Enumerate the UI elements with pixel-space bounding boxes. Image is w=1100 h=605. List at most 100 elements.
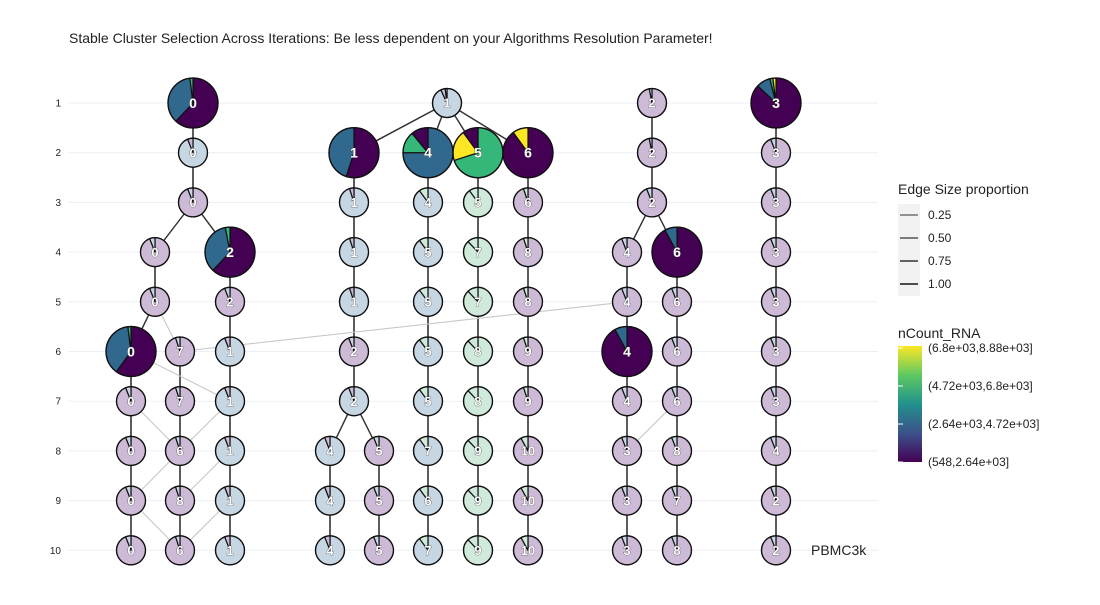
- cluster-node: 6: [164, 435, 196, 467]
- node-label: 2: [226, 294, 233, 309]
- cluster-node: 4: [314, 485, 346, 516]
- node-label: 9: [474, 444, 481, 459]
- node-outline: [177, 137, 209, 168]
- row-axis-labels: 1 2 3 4 5 6 7 8 9 10: [50, 99, 62, 557]
- node-outline: [363, 535, 395, 566]
- cluster-node: 5: [363, 535, 395, 566]
- node-outline: [512, 435, 544, 467]
- cluster-node: 6: [661, 386, 693, 417]
- cluster-node: 2: [214, 286, 246, 317]
- cluster-node: 1: [431, 87, 463, 119]
- cluster-node: 2: [338, 336, 370, 367]
- node-label: 3: [772, 95, 780, 111]
- node-outline: [412, 386, 444, 417]
- cluster-node: 3: [760, 187, 792, 218]
- node-label: 0: [127, 543, 134, 558]
- node-label: 4: [326, 493, 334, 508]
- cluster-node: 6: [512, 187, 544, 218]
- node-outline: [412, 435, 444, 467]
- node-label: 4: [623, 294, 631, 309]
- node-outline: [338, 386, 370, 417]
- cluster-node: 9: [462, 485, 494, 516]
- cluster-node: 0: [115, 386, 147, 417]
- cluster-node: 7: [661, 485, 693, 516]
- cluster-node: 4: [611, 236, 643, 268]
- node-label: 3: [623, 493, 630, 508]
- cluster-node: 5: [412, 236, 444, 268]
- node-label: 4: [772, 444, 780, 459]
- node-outline: [167, 77, 219, 129]
- node-label: 6: [176, 543, 183, 558]
- ncount-rna-legend: nCount_RNA (6.8e+03,8.88e+03] (4.72e+03,6…: [898, 325, 1039, 469]
- node-label: 0: [151, 245, 158, 260]
- node-outline: [760, 435, 792, 467]
- cluster-node: 2: [760, 535, 792, 566]
- node-outline: [462, 435, 494, 467]
- row-label: 8: [55, 446, 61, 457]
- node-label: 2: [226, 244, 234, 260]
- node-label: 6: [424, 493, 431, 508]
- node-outline: [214, 535, 246, 566]
- node-label: 7: [424, 543, 431, 558]
- color-legend-title: nCount_RNA: [898, 325, 981, 341]
- node-label: 9: [474, 493, 481, 508]
- cluster-node: 0: [105, 325, 157, 378]
- edge-legend-label: 0.25: [928, 208, 952, 222]
- node-label: 7: [424, 444, 431, 459]
- node-label: 10: [521, 444, 535, 459]
- node-outline: [611, 386, 643, 417]
- node-outline: [412, 187, 444, 218]
- cluster-node: 0: [115, 535, 147, 566]
- cluster-node: 2: [636, 87, 668, 119]
- node-outline: [512, 187, 544, 218]
- node-outline: [636, 87, 668, 119]
- cluster-node: 8: [462, 386, 494, 417]
- node-label: 4: [326, 444, 334, 459]
- edge-legend-title: Edge Size proportion: [898, 181, 1029, 197]
- node-outline: [164, 386, 196, 417]
- node-label: 6: [673, 244, 681, 260]
- node-outline: [750, 77, 802, 129]
- node-outline: [338, 187, 370, 218]
- cluster-node: 2: [760, 485, 792, 516]
- cluster-node: 9: [512, 336, 544, 367]
- node-label: 0: [127, 493, 134, 508]
- cluster-node: 8: [462, 336, 494, 367]
- node-outline: [412, 485, 444, 516]
- row-label: 5: [55, 297, 61, 308]
- color-legend-label: (4.72e+03,6.8e+03]: [928, 379, 1033, 393]
- node-outline: [214, 336, 246, 367]
- node-label: 1: [350, 195, 357, 210]
- edge-legend-key-bg: [898, 204, 920, 296]
- node-label: 5: [375, 444, 382, 459]
- node-label: 8: [524, 294, 531, 309]
- cluster-node: 3: [611, 535, 643, 566]
- cluster-node: 0: [177, 137, 209, 168]
- node-label: 9: [524, 394, 531, 409]
- node-outline: [314, 435, 346, 467]
- tree-edge: [179, 301, 628, 353]
- node-label: 1: [226, 493, 233, 508]
- node-label: 5: [424, 394, 431, 409]
- node-outline: [115, 535, 147, 566]
- node-label: 10: [521, 493, 535, 508]
- node-outline: [512, 336, 544, 367]
- node-outline: [760, 535, 792, 566]
- node-outline: [115, 386, 147, 417]
- cluster-node: 4: [611, 386, 643, 417]
- node-label: 1: [350, 245, 357, 260]
- cluster-node: 3: [611, 485, 643, 516]
- cluster-node: 8: [661, 535, 693, 566]
- cluster-node: 9: [462, 535, 494, 566]
- node-outline: [512, 236, 544, 268]
- node-label: 1: [226, 543, 233, 558]
- node-label: 5: [375, 543, 382, 558]
- cluster-node: 2: [636, 187, 668, 218]
- node-label: 2: [648, 145, 655, 160]
- node-outline: [314, 485, 346, 516]
- node-outline: [611, 535, 643, 566]
- cluster-node: 7: [412, 535, 444, 566]
- node-label: 1: [350, 294, 357, 309]
- node-layer: 0 1 2 3 0 1 4 5 6 2 3 0 1 4 5 6 2 3 0 2 1 5 7 8 4 6 3 0 2 1 5 7 8 4 6 3 0 7 1 2…: [105, 77, 802, 566]
